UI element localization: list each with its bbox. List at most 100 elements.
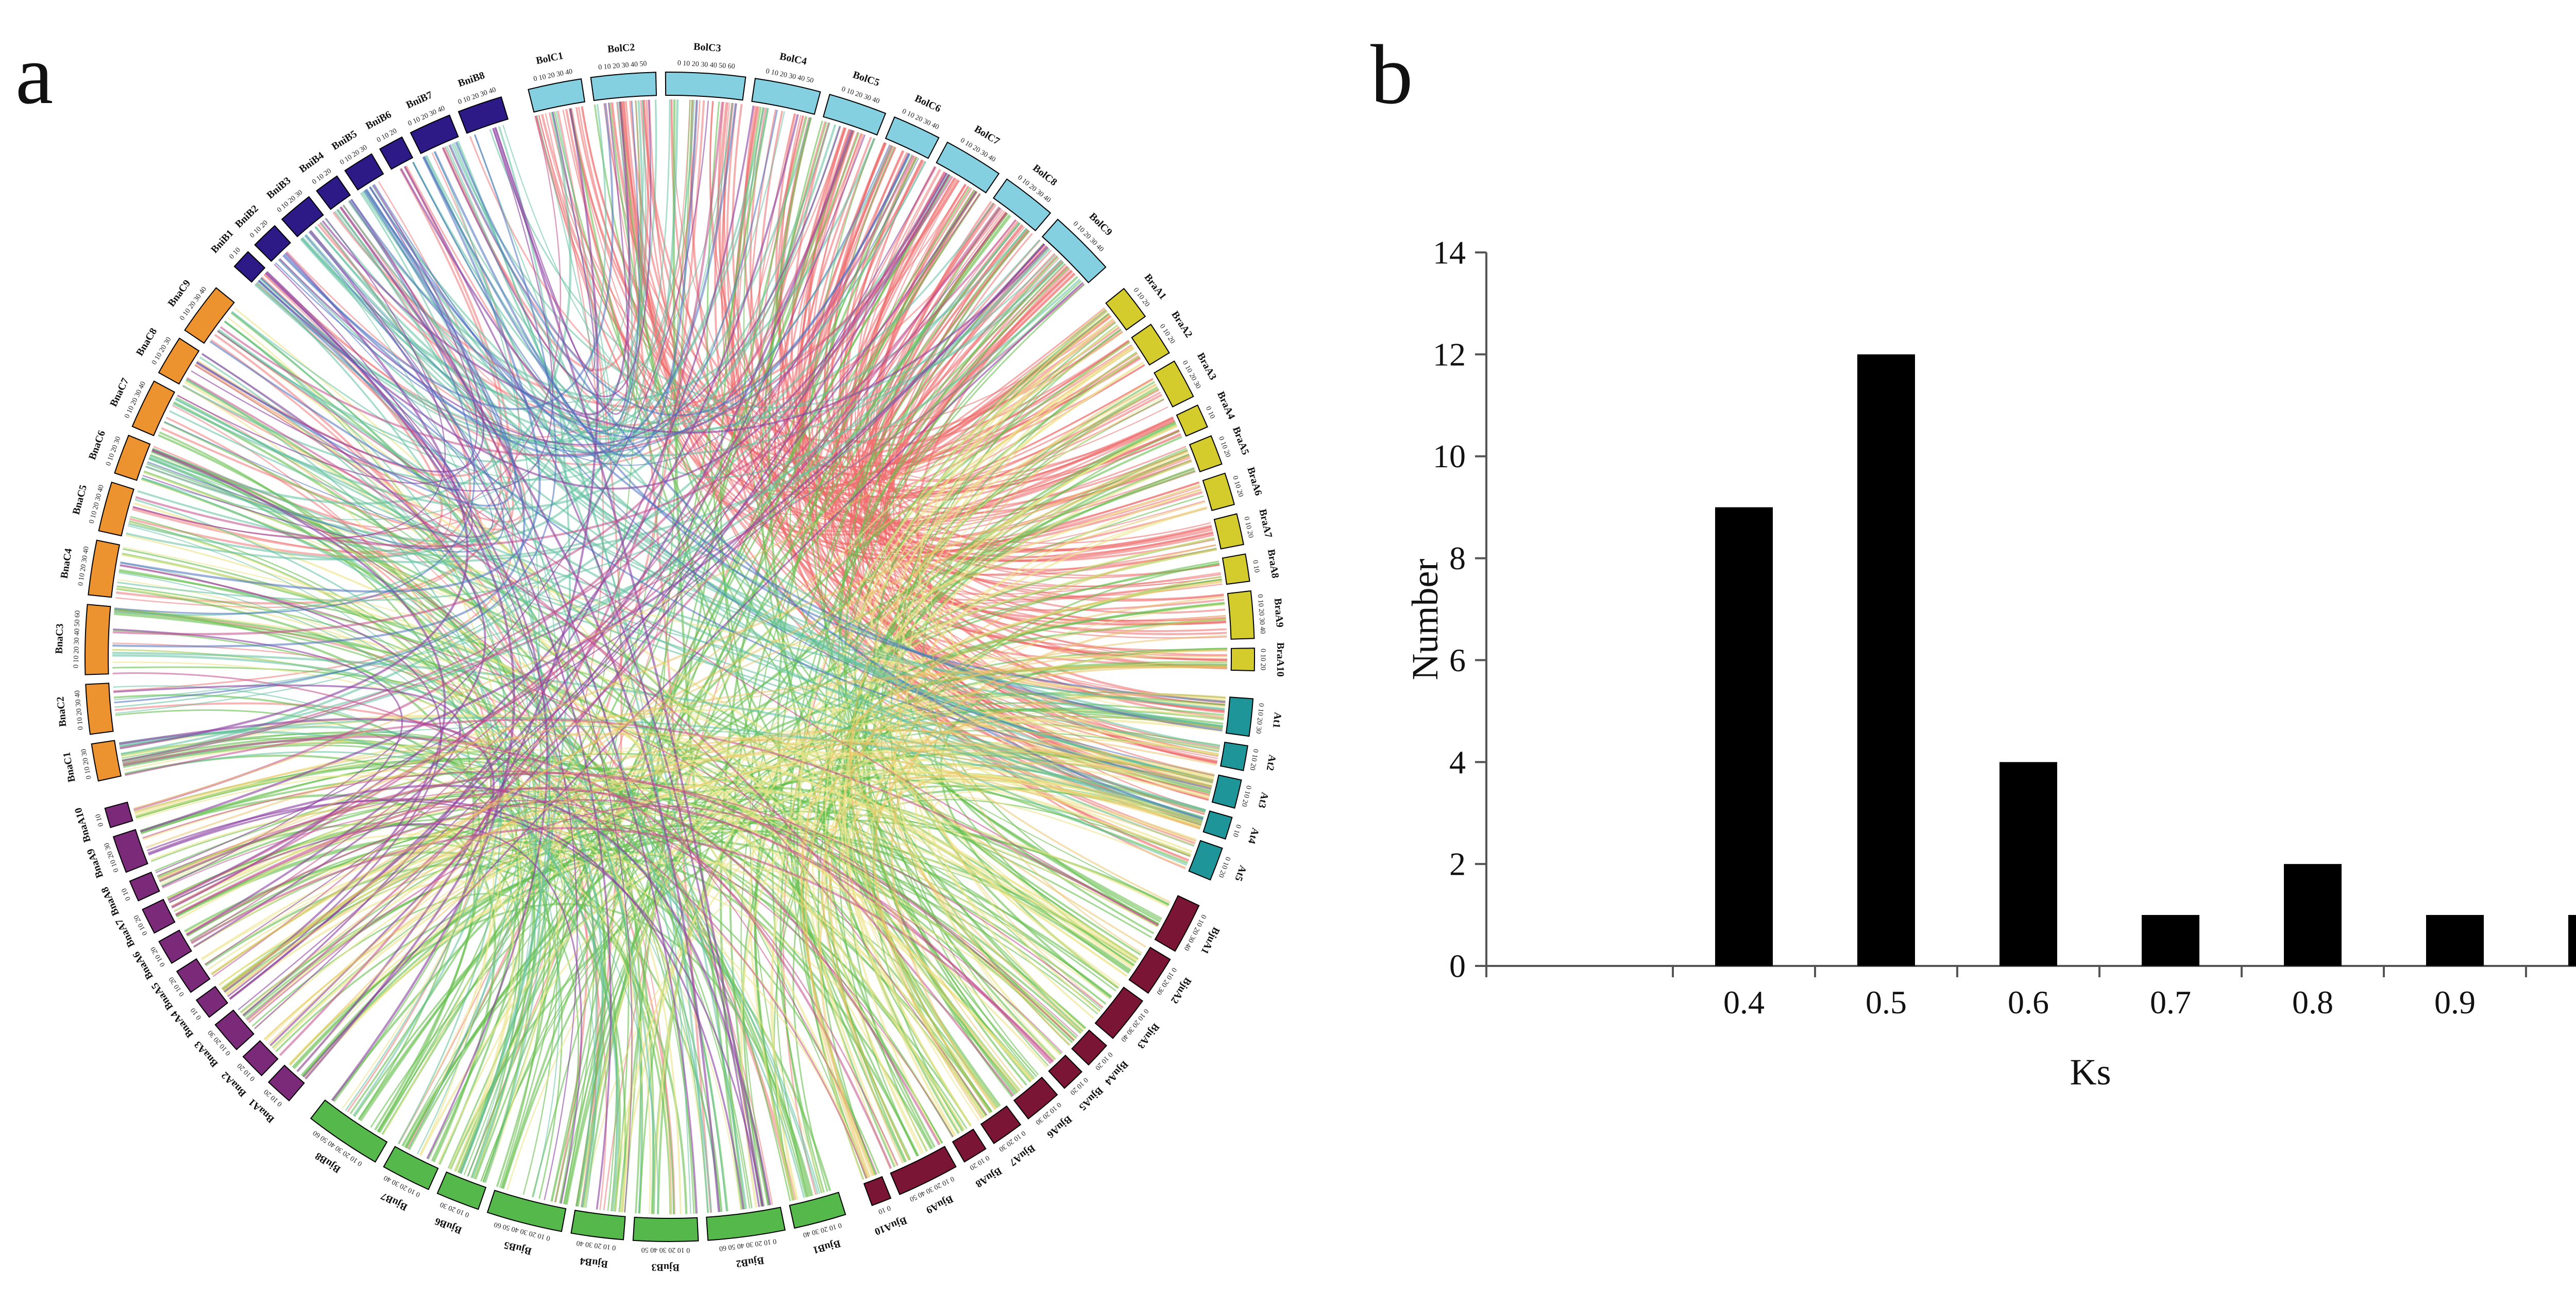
chromosome-bolc6 (885, 116, 940, 159)
synteny-link-710 (241, 728, 1215, 1014)
synteny-link-430 (150, 805, 869, 1179)
synteny-link-497 (288, 861, 1075, 1065)
synteny-link-478 (577, 695, 1225, 1207)
chromosome-bjua10 (863, 1176, 892, 1207)
synteny-link-650 (112, 672, 868, 1179)
synteny-link-725 (854, 649, 1227, 1093)
synteny-link-487 (831, 345, 1133, 1108)
synteny-link-483 (122, 553, 965, 1131)
chromosome-braa9 (1227, 590, 1255, 640)
synteny-link-636 (494, 127, 764, 1207)
synteny-link-403 (799, 325, 1119, 1167)
synteny-link-696 (222, 501, 1206, 991)
synteny-link-615 (113, 628, 403, 909)
chromosome-bnib1 (233, 251, 266, 283)
chromosome-braa2 (1131, 324, 1170, 366)
synteny-link-586 (120, 562, 720, 1212)
label-bjua2: BjuA2 (1168, 976, 1194, 1006)
label-bolc1: BolC1 (535, 50, 564, 66)
synteny-link-347 (158, 434, 810, 1197)
chromosome-bjub7 (383, 1146, 439, 1191)
x-tick-label: 0.4 (1723, 984, 1765, 1021)
ticks-bjub4: 0 10 20 30 40 (576, 1239, 616, 1251)
synteny-link-120 (799, 130, 1214, 562)
ticks-braa4: 0 10 (1204, 405, 1216, 420)
label-bnaa10: BnaA10 (73, 806, 93, 843)
ticks-braa9: 0 10 20 30 40 (1256, 594, 1267, 634)
chromosome-braa6 (1202, 472, 1235, 512)
label-bolc7: BolC7 (972, 123, 1002, 147)
synteny-link-701 (211, 738, 1202, 975)
chromosome-bjua7 (980, 1105, 1022, 1144)
synteny-link-587 (217, 111, 785, 481)
synteny-link-657 (142, 770, 1104, 1009)
chromosome-bnac7 (131, 380, 176, 436)
chromosome-bnac5 (98, 481, 134, 537)
synteny-link-627 (238, 166, 936, 1011)
synteny-link-473 (217, 330, 1021, 1092)
label-bnac7: BnaC7 (108, 376, 131, 409)
label-at5: At5 (1232, 864, 1249, 883)
bar-0-9 (2426, 915, 2484, 966)
synteny-link-673 (120, 564, 1079, 1037)
synteny-link-361 (760, 120, 1038, 1077)
synteny-link-724 (914, 581, 1223, 904)
label-at2: At2 (1264, 754, 1278, 771)
chromosome-bjua1 (1154, 895, 1200, 952)
synteny-link-637 (264, 272, 548, 1159)
circos-plot: 0 10 20 30 40 BolC1 0 10 20 30 40 50 BolC2 0… (54, 41, 1286, 1273)
synteny-link-721 (874, 715, 1223, 1089)
synteny-link-648 (219, 176, 954, 456)
chromosome-braa3 (1154, 360, 1194, 407)
label-bjub2: BjuB2 (735, 1254, 765, 1269)
synteny-link-717 (268, 352, 1138, 1045)
synteny-link-674 (114, 134, 557, 704)
synteny-link-690 (283, 103, 737, 458)
ticks-bjub2: 0 10 20 30 40 50 60 (719, 1237, 777, 1252)
ticks-bnib1: 0 10 (228, 246, 242, 261)
synteny-link-722 (932, 388, 1159, 954)
synteny-link-391 (796, 256, 1059, 1180)
synteny-link-624 (442, 99, 652, 397)
label-bnib6: BniB6 (364, 109, 393, 132)
chromosome-bolc8 (993, 178, 1052, 232)
synteny-link-610 (118, 718, 495, 1080)
synteny-link-713 (133, 331, 1124, 810)
synteny-link-653 (194, 364, 988, 1116)
label-bjub4: BjuB4 (580, 1255, 609, 1270)
synteny-link-641 (310, 230, 633, 1213)
label-bjua9: BjuA9 (924, 1193, 955, 1216)
label-bnaa8: BnaA8 (99, 885, 122, 918)
synteny-link-598 (173, 124, 837, 511)
chromosome-bnaa6 (158, 929, 192, 964)
label-bnib4: BniB4 (297, 150, 326, 175)
synteny-link-528 (231, 311, 727, 1212)
chromosome-bnib7 (410, 114, 459, 155)
synteny-link-450 (843, 424, 1178, 1136)
label-at3: At3 (1256, 791, 1271, 809)
synteny-link-371 (166, 818, 880, 1174)
synteny-link-687 (114, 200, 476, 615)
label-braa9: BraA9 (1272, 598, 1285, 627)
chromosome-bnac1 (91, 740, 122, 782)
synteny-link-630 (296, 108, 599, 1073)
synteny-link-466 (804, 311, 1108, 1180)
synteny-link-642 (205, 212, 1007, 965)
ticks-bolc3: 0 10 20 30 40 50 60 (677, 59, 735, 71)
label-bolc3: BolC3 (693, 41, 722, 54)
synteny-link-581 (217, 99, 657, 463)
label-braa5: BraA5 (1230, 425, 1251, 456)
bar-0-4 (1715, 507, 1773, 966)
synteny-link-712 (829, 544, 1216, 1164)
synteny-link-631 (120, 565, 442, 997)
chromosome-bjua2 (1128, 946, 1171, 994)
synteny-link-573 (125, 751, 819, 1195)
chromosome-bjua5 (1048, 1055, 1083, 1089)
synteny-link-304 (124, 754, 671, 1215)
synteny-link-644 (186, 799, 1054, 1063)
synteny-link-503 (825, 385, 1158, 1154)
label-bnac3: BnaC3 (54, 623, 66, 654)
synteny-link-656 (159, 772, 1052, 1064)
synteny-link-191 (406, 100, 705, 1149)
synteny-link-672 (125, 718, 1159, 926)
